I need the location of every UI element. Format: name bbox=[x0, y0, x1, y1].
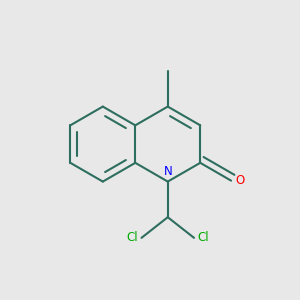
Text: Cl: Cl bbox=[127, 231, 138, 244]
Text: N: N bbox=[164, 165, 172, 178]
Text: O: O bbox=[235, 174, 244, 187]
Text: Cl: Cl bbox=[197, 231, 209, 244]
